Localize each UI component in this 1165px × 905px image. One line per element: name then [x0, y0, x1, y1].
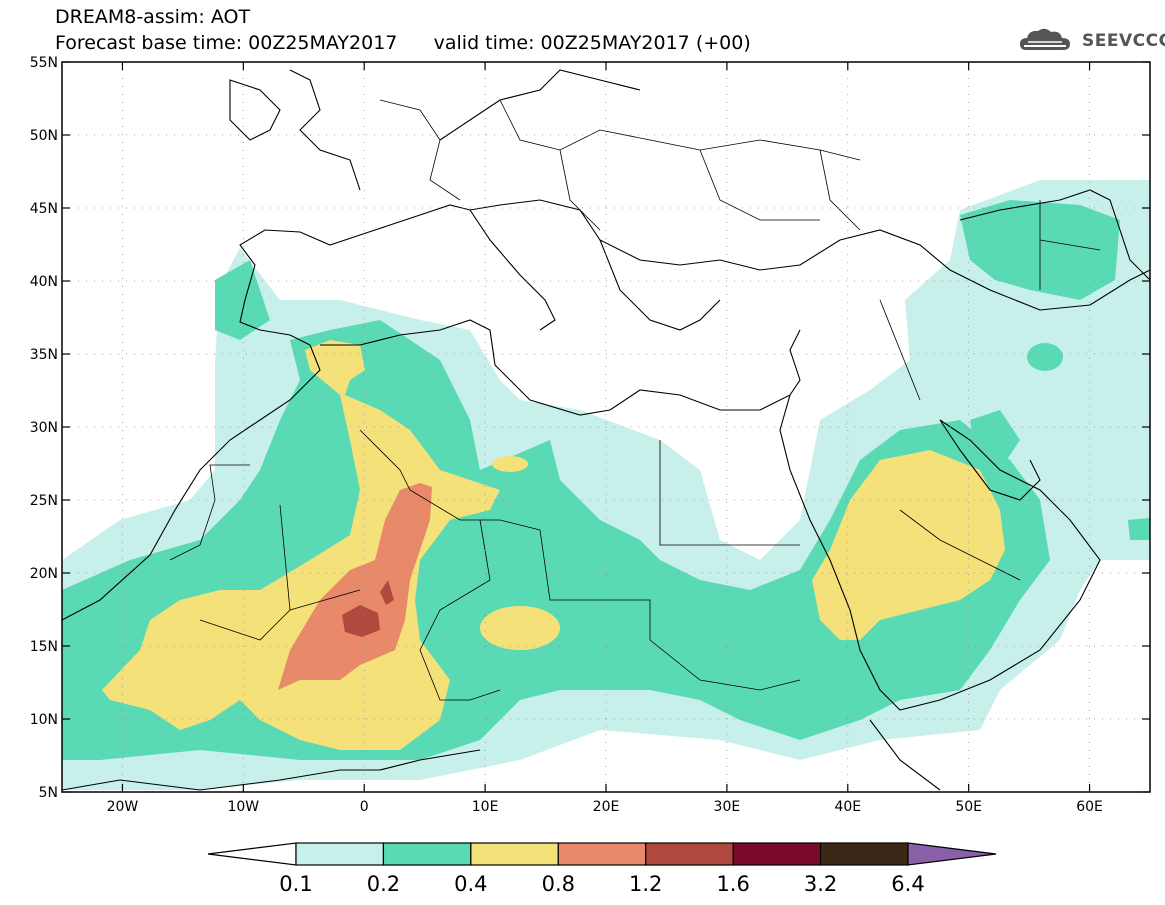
lon-tick-label: 60E — [1076, 799, 1103, 815]
colorbar-box — [732, 842, 822, 866]
lon-tick-label: 50E — [955, 799, 982, 815]
aot-band-1-2 — [342, 580, 394, 637]
lon-tick-label: 0 — [360, 799, 369, 815]
colorbar-label: 0.8 — [542, 872, 575, 896]
lon-tick-label: 30E — [714, 799, 741, 815]
aot-band-0-4 — [102, 340, 1005, 750]
lat-tick-label: 45N — [30, 201, 58, 217]
lon-tick-label: 10E — [472, 799, 499, 815]
colorbar-box — [557, 842, 647, 866]
colorbar-over-arrow — [907, 842, 997, 866]
colorbar-box — [382, 842, 472, 866]
lon-tick-label: 20E — [593, 799, 620, 815]
colorbar-label: 3.2 — [804, 872, 837, 896]
colorbar-box — [295, 842, 385, 866]
seevccc-logo: SEEVCCC — [1018, 26, 1165, 56]
colorbar-label: 0.1 — [279, 872, 312, 896]
lat-tick-label: 40N — [30, 274, 58, 290]
lat-tick-label: 35N — [30, 347, 58, 363]
lat-tick-label: 50N — [30, 128, 58, 144]
aot-fields — [62, 180, 1150, 790]
cloud-icon — [1020, 28, 1070, 50]
lat-tick-label: 55N — [30, 55, 58, 71]
longitude-axis: 20W 10W 0 10E 20E 30E 40E 50E 60E — [107, 62, 1103, 815]
colorbar-label: 1.2 — [629, 872, 662, 896]
map-title: DREAM8-assim: AOT — [55, 6, 251, 28]
lat-tick-label: 25N — [30, 493, 58, 509]
lat-tick-label: 10N — [30, 712, 58, 728]
forecast-time-line: Forecast base time: 00Z25MAY2017 valid t… — [55, 32, 751, 54]
colorbar-box — [470, 842, 559, 866]
lat-tick-label: 5N — [39, 785, 58, 801]
coastlines — [62, 69, 1150, 791]
colorbar-label: 0.4 — [454, 872, 487, 896]
colorbar-label: 1.6 — [716, 872, 749, 896]
brand-name: SEEVCCC — [1082, 31, 1165, 51]
lat-tick-label: 15N — [30, 639, 58, 655]
lat-tick-label: 20N — [30, 566, 58, 582]
lat-tick-label: 30N — [30, 420, 58, 436]
lon-tick-label: 10W — [227, 799, 259, 815]
lon-tick-label: 20W — [107, 799, 139, 815]
colorbar-box — [645, 842, 734, 866]
aot-band-0-8 — [278, 483, 432, 690]
latitude-axis: 55N 50N 45N 40N 35N 30N 25N 20N 15N 10N 5N — [30, 55, 1150, 801]
colorbar-under-arrow — [207, 842, 297, 866]
colorbar: 0.1 0.2 0.4 0.8 1.2 1.6 3.2 6.4 — [207, 842, 997, 896]
colorbar-label: 0.2 — [367, 872, 400, 896]
lon-tick-label: 40E — [834, 799, 861, 815]
colorbar-box — [819, 842, 909, 866]
colorbar-label: 6.4 — [891, 872, 924, 896]
